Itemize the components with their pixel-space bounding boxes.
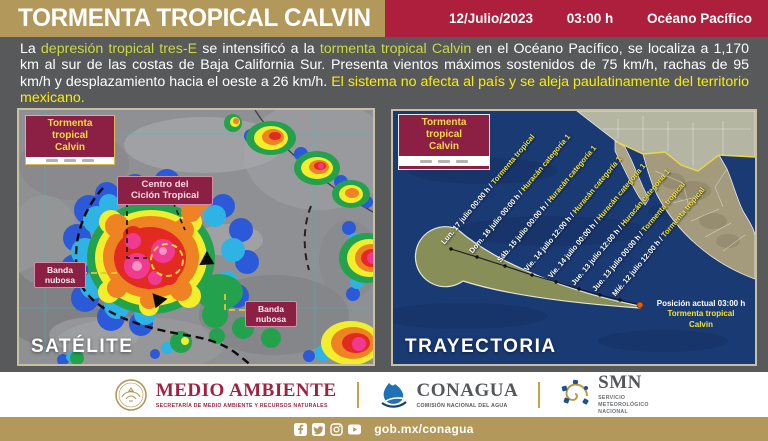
badge-logo-strip (399, 156, 489, 166)
storm-clouds (57, 114, 373, 364)
twitter-icon[interactable] (312, 422, 326, 436)
summary-text: La (20, 41, 41, 57)
mexico-us-border (616, 141, 755, 172)
bulletin-date: 12/Julio/2023 (449, 11, 534, 26)
bulletin-time: 03:00 h (566, 11, 614, 26)
bulletin-title: TORMENTA TROPICAL CALVIN (18, 4, 371, 32)
badge-storm-name: Calvin (54, 142, 85, 153)
instagram-icon[interactable] (330, 422, 343, 436)
agency-subtitle: SECRETARÍA DE MEDIO AMBIENTE Y RECURSOS … (155, 402, 328, 409)
agency-name: MEDIO AMBIENTE (155, 379, 337, 401)
badge-logo-strip (26, 157, 114, 164)
youtube-icon[interactable] (348, 423, 362, 436)
header-title-block: TORMENTA TROPICAL CALVIN (0, 0, 385, 37)
summary-text: en el Océano Pacífico, se localiza a 1,1… (20, 41, 749, 90)
header-meta-block: 12/Julio/2023 03:00 h Océano Pacífico (385, 0, 768, 37)
trajectory-panel: Mié. 12 julio 12:00 h / Tormenta tropica… (391, 109, 757, 366)
satellite-storm-badge: Tormenta tropical Calvin (25, 115, 115, 165)
agency-name: CONAGUA (416, 379, 519, 401)
current-position-label: Posición actual 03:00 h Tormenta tropica… (656, 299, 746, 329)
spiral-icon (561, 380, 589, 406)
badge-storm-type: Tormenta tropical (47, 118, 93, 141)
conagua-logo: CONAGUA COMISIÓN NACIONAL DEL AGUA (379, 381, 519, 409)
bulletin-region: Océano Pacífico (646, 11, 752, 26)
state-borders (603, 116, 751, 252)
trajectory-storm-badge: Tormenta tropical Calvin (398, 114, 490, 170)
bottom-bar: gob.mx/conagua (0, 417, 768, 441)
agency-name: SMN (598, 371, 642, 393)
cyclone-center-label: Centro del Ciclón Tropical (117, 176, 213, 205)
cloud-band-label-west: Banda nubosa (34, 262, 86, 289)
badge-storm-type: Tormenta tropical (421, 117, 467, 140)
footer-logos: MEDIO AMBIENTE SECRETARÍA DE MEDIO AMBIE… (0, 372, 768, 417)
facebook-icon[interactable] (294, 422, 308, 436)
footer-divider (356, 381, 359, 408)
trajectory-panel-title: TRAYECTORIA (405, 336, 557, 357)
eagle-seal-icon (115, 378, 147, 411)
summary-text: se intensificó a la (197, 41, 320, 57)
agency-subtitle: COMISIÓN NACIONAL DEL AGUA (416, 402, 508, 409)
water-drop-icon (380, 382, 407, 408)
forecast-cone (414, 226, 644, 309)
footer-url[interactable]: gob.mx/conagua (374, 422, 474, 436)
header-bar: TORMENTA TROPICAL CALVIN 12/Julio/2023 0… (0, 0, 768, 37)
current-position-dot (636, 301, 644, 309)
summary-highlight-storm: tormenta tropical Calvin (319, 41, 472, 57)
summary-highlight-warning: El sistema no afecta al país y se aleja … (20, 73, 750, 106)
landmass (576, 111, 755, 280)
ocean-texture (393, 158, 738, 352)
satellite-panel: Tormenta tropical Calvin Centro del Cicl… (17, 108, 375, 366)
summary-paragraph: La depresión tropical tres-E se intensif… (20, 41, 749, 106)
agency-subtitle: SERVICIO METEOROLÓGICO NACIONAL (598, 394, 649, 415)
satellite-panel-title: SATÉLITE (31, 336, 134, 357)
medio-ambiente-logo: MEDIO AMBIENTE SECRETARÍA DE MEDIO AMBIE… (114, 378, 337, 412)
footer-divider (538, 381, 541, 408)
smn-logo: SMN SERVICIO METEOROLÓGICO NACIONAL (560, 373, 654, 416)
summary-highlight-depression: depresión tropical tres-E (40, 41, 198, 57)
annotation-lines (74, 187, 312, 364)
badge-storm-name: Calvin (428, 141, 459, 152)
cloud-band-label-east: Banda nubosa (245, 301, 297, 328)
